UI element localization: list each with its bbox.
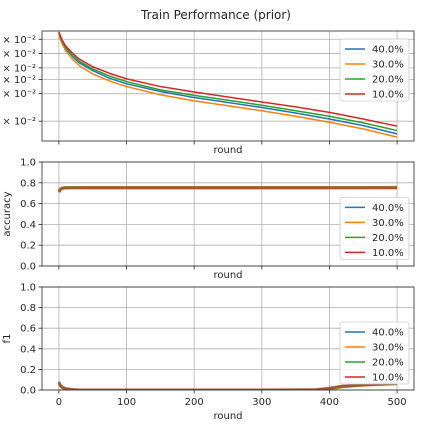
x-tick-label: 0 [56,397,62,408]
legend-label: 20.0% [372,75,404,86]
y-tick-label: × 10⁻² [2,35,36,46]
y-tick-label: 0.8 [20,178,36,189]
series-group [58,31,398,138]
series-line-20.0% [58,32,398,132]
y-tick-label: 0.8 [20,303,36,314]
y-tick-label: 0.4 [20,344,36,355]
x-axis-title: round [213,270,242,281]
y-tick-label: 0.2 [20,241,36,252]
series-band-10.0% [57,381,398,390]
legend-label: 30.0% [372,218,404,229]
subplots: × 10⁻²× 10⁻²× 10⁻²× 10⁻²× 10⁻²× 10⁻²roun… [2,30,415,422]
legend-box [339,321,410,385]
series-group [57,381,398,390]
x-tick-label: 200 [185,397,204,408]
x-axis-title: round [213,411,242,422]
legend-label: 20.0% [372,233,404,244]
legend-label: 40.0% [372,328,404,339]
series-band-10.0% [57,186,398,193]
legend-label: 20.0% [372,358,404,369]
y-tick-label: 0.6 [20,199,36,210]
x-tick-label: 300 [252,397,271,408]
x-axis-title: round [213,145,242,156]
x-tick-label: 500 [388,397,407,408]
legend-label: 10.0% [372,373,404,384]
legend-label: 10.0% [372,248,404,259]
axes-frame [41,30,415,142]
series-group [57,185,398,193]
legend-label: 40.0% [372,45,404,56]
subplot-3: 0.0 0.2 0.4 0.6 0.8 1.0 0 100 200 300 400 500 round f… [2,283,415,422]
legend-label: 30.0% [372,343,404,354]
legend-box [339,196,410,260]
y-tick-label: × 10⁻² [2,75,36,86]
y-tick-label: × 10⁻² [2,117,36,128]
y-tick-label: 1.0 [20,283,36,294]
series-line-30.0% [58,34,398,138]
series-line-10.0% [58,31,398,127]
subplot-2: 0.0 0.2 0.4 0.6 0.8 1.0 round accuracy 40.0% 30.0… [2,158,415,281]
y-tick-label: × 10⁻² [2,49,36,60]
y-tick-label: × 10⁻² [2,89,36,100]
y-axis-title: f1 [2,334,13,344]
legend-label: 30.0% [372,60,404,71]
y-tick-label: 1.0 [20,158,36,169]
legend-box [339,38,410,102]
subplot-1: × 10⁻²× 10⁻²× 10⁻²× 10⁻²× 10⁻²× 10⁻²roun… [2,30,415,156]
legend-label: 10.0% [372,90,404,101]
legend-label: 40.0% [372,203,404,214]
y-tick-label: 0.6 [20,324,36,335]
y-tick-label: × 10⁻² [2,63,36,74]
y-tick-label: 0.0 [20,262,36,273]
y-axis-title: accuracy [2,191,13,236]
figure-title: Train Performance (prior) [140,8,291,22]
axes-frame [41,286,415,391]
y-tick-label: 0.2 [20,365,36,376]
x-tick-label: 400 [320,397,339,408]
x-tick-label: 100 [117,397,136,408]
axes-frame [41,161,415,267]
y-tick-label: 0.4 [20,220,36,231]
y-tick-label: 0.0 [20,386,36,397]
